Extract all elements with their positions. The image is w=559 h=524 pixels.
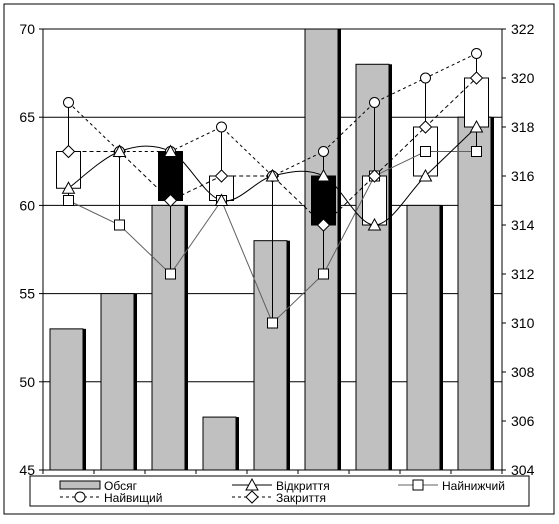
low-marker: [420, 146, 431, 157]
close-marker: [367, 169, 382, 183]
candle-box: [311, 175, 336, 226]
left-tick-label: 65: [19, 109, 35, 125]
high-line: [68, 53, 477, 177]
legend-label: Закриття: [276, 491, 326, 505]
right-tick-label: 320: [511, 70, 535, 86]
high-marker: [369, 97, 380, 108]
right-tick-label: 316: [511, 168, 535, 184]
close-marker: [214, 169, 229, 183]
right-tick-label: 314: [511, 217, 535, 233]
low-marker: [165, 268, 176, 280]
left-tick-label: 45: [19, 462, 35, 478]
candle-box: [362, 175, 387, 226]
open-marker: [265, 168, 280, 182]
x-ticks: [42, 470, 503, 474]
volume-bar: [304, 28, 339, 471]
open-marker: [316, 168, 331, 182]
volume-bar: [406, 204, 441, 471]
close-marker: [418, 120, 433, 134]
candle-box: [464, 77, 489, 128]
legend-marker-low: [412, 479, 424, 491]
right-tick-label: 306: [511, 413, 535, 429]
close-marker: [316, 218, 331, 232]
open-marker: [214, 193, 229, 206]
low-marker: [63, 195, 74, 206]
close-marker: [469, 71, 484, 85]
left-axis: 45 50 55 60 65 70: [19, 21, 43, 478]
price-markers: [61, 48, 484, 329]
right-tick-label: 312: [511, 266, 535, 282]
volume-bar: [253, 240, 288, 471]
candle-box: [158, 151, 183, 201]
legend-marker-high: [74, 491, 86, 503]
legend-box: [29, 475, 530, 507]
high-marker: [318, 146, 329, 157]
open-marker: [61, 181, 76, 194]
high-marker: [420, 72, 431, 84]
close-marker: [61, 144, 76, 159]
volume-bar: [100, 293, 135, 471]
right-axis: 304 306 308 310 312 314 316 318 320 322: [502, 21, 535, 478]
legend-label: Обсяг: [104, 479, 138, 493]
high-marker: [471, 48, 482, 59]
volume-bar: [151, 204, 186, 471]
legend-marker-open: [245, 477, 259, 491]
low-marker: [471, 146, 482, 157]
open-marker: [469, 119, 484, 133]
right-tick-label: 310: [511, 315, 535, 331]
right-tick-label: 308: [511, 364, 535, 380]
low-marker: [318, 268, 329, 280]
open-marker: [367, 217, 382, 231]
open-marker: [112, 144, 127, 157]
legend-label: Найвищий: [104, 491, 162, 505]
left-tick-label: 70: [19, 21, 35, 37]
left-tick-label: 60: [19, 197, 35, 213]
volume-bar: [49, 328, 84, 471]
left-tick-label: 50: [19, 374, 35, 390]
volume-bar: [202, 416, 237, 471]
left-tick-label: 55: [19, 286, 35, 302]
legend: Обсяг Відкриття Найнижчий Найвищий Закриття: [29, 475, 530, 507]
low-marker: [267, 317, 278, 329]
open-marker: [163, 144, 178, 157]
high-marker: [216, 121, 227, 133]
low-marker: [114, 219, 125, 231]
legend-label: Найнижчий: [442, 479, 505, 493]
volume-bars: [49, 28, 494, 471]
open-marker: [418, 168, 433, 182]
right-tick-label: 318: [511, 119, 535, 135]
volume-bar: [355, 63, 390, 471]
right-tick-label: 304: [511, 462, 535, 478]
legend-swatch-volume: [59, 480, 101, 490]
right-tick-label: 322: [511, 21, 535, 37]
legend-label: Відкриття: [276, 479, 330, 493]
high-marker: [63, 97, 74, 108]
legend-marker-close: [245, 490, 259, 504]
volume-bar: [457, 116, 492, 471]
close-marker: [163, 193, 178, 208]
